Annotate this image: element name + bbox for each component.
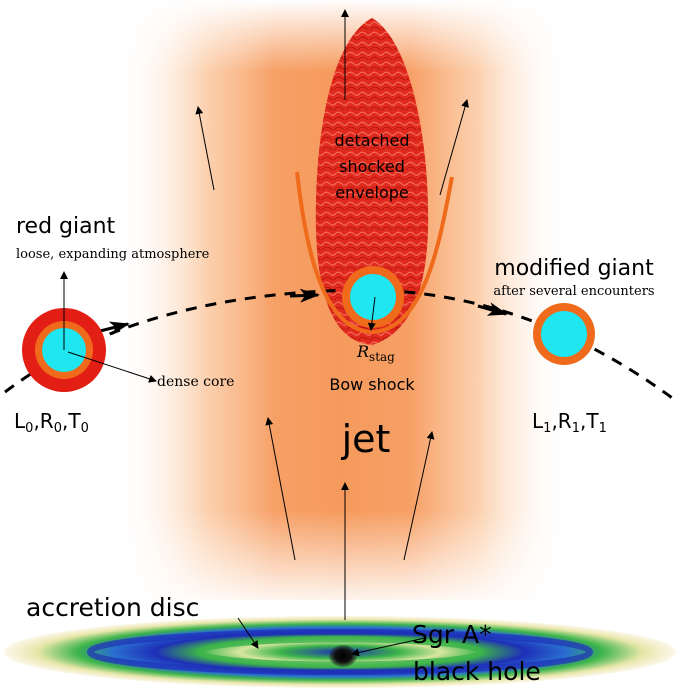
modified-giant-star: [533, 303, 595, 365]
modified-giant-label: modified giant: [494, 256, 654, 281]
modified-giant-sublabel: after several encounters: [493, 284, 654, 299]
detached-envelope-label-2: shocked: [339, 157, 405, 176]
sgr-a-label: Sgr A*: [412, 620, 492, 649]
detached-shocked-envelope-shape: [315, 18, 429, 345]
bow-shock-curve: [295, 171, 454, 335]
jet-flow-arrows: [195, 9, 469, 620]
accretion-disc-label: accretion disc: [26, 593, 199, 622]
initial-state-label: L0,R0,T0: [14, 409, 89, 436]
final-state-label: L1,R1,T1: [532, 409, 607, 436]
red-giant-sublabel: loose, expanding atmosphere: [16, 247, 210, 262]
rstag-pointer: [367, 296, 376, 331]
black-hole-shape: [329, 645, 357, 667]
sgr-a-pointer: [351, 637, 426, 657]
dense-core-pointer: [67, 351, 157, 383]
jet-star: [342, 266, 404, 328]
jet-label: jet: [341, 417, 391, 461]
accretion-disc-pointer: [237, 617, 259, 649]
dense-core-label: dense core: [157, 374, 234, 390]
detached-envelope-label-1: detached: [334, 131, 409, 150]
rstag-label: Rstag: [356, 342, 395, 364]
detached-envelope-label-3: envelope: [335, 183, 409, 202]
black-hole-label: black hole: [413, 657, 541, 686]
orbit-direction-arrows: [99, 288, 508, 336]
red-giant-label: red giant: [16, 214, 116, 239]
bow-shock-label: Bow shock: [329, 375, 415, 394]
